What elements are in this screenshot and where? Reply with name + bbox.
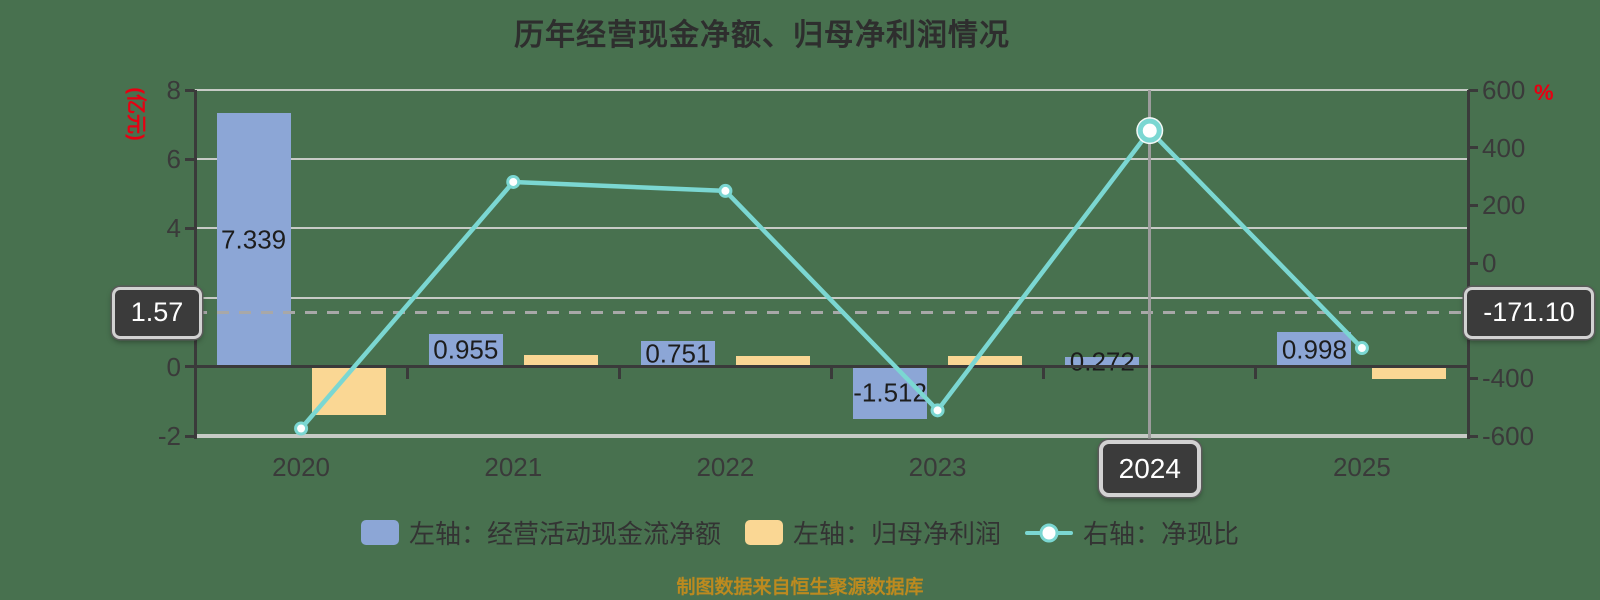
left-axis-line: [193, 90, 197, 439]
x-axis-label-2025: 2025: [1332, 452, 1391, 482]
xaxis-pointer-label: 2024: [1098, 440, 1201, 497]
x-axis-tick: [830, 366, 833, 379]
bar-cashflow-2020[interactable]: [216, 112, 291, 367]
legend-label-net-cash-ratio: 右轴：净现比: [1083, 519, 1240, 549]
left-axis-tick: [185, 88, 194, 92]
right-axis-line: [1466, 90, 1470, 439]
x-axis-label-2021: 2021: [484, 452, 543, 482]
bar-profit-2020[interactable]: [311, 366, 386, 416]
bar-label-2024: 0.272: [1069, 346, 1135, 377]
bar-profit-2025[interactable]: [1372, 366, 1447, 379]
left-axis-tick-label: 6: [166, 144, 181, 175]
x-axis-label-2022: 2022: [696, 452, 755, 482]
data-source-caption: 制图数据来自恒生聚源数据库: [676, 577, 924, 598]
right-axis-tick: [1469, 261, 1478, 265]
legend-item-net-profit[interactable]: 左轴：归母净利润: [744, 514, 1001, 551]
right-axis-unit-label: %: [1534, 80, 1554, 105]
gridline: [195, 158, 1468, 161]
legend-dot-icon: [1039, 523, 1059, 542]
line-point-2025[interactable]: [1354, 341, 1369, 356]
x-axis-label-2020: 2020: [272, 452, 331, 482]
left-axis-tick-label: -2: [157, 421, 181, 451]
right-axis-tick-label: -400: [1482, 363, 1535, 394]
right-axis-tick: [1469, 146, 1478, 150]
legend-label-net-profit: 左轴：归母净利润: [792, 519, 1001, 549]
crosshair-dashed-line: [195, 311, 1468, 314]
gridline: [195, 227, 1468, 230]
left-axis-tick-label: 4: [166, 213, 181, 244]
left-axis-tick: [185, 434, 194, 438]
x-axis-tick: [1042, 366, 1046, 379]
highlight-vertical-line: [1148, 90, 1152, 440]
left-axis-tick: [185, 157, 194, 161]
legend-swatch-blue-bar: [360, 520, 399, 545]
bar-label-2023: -1.512: [853, 377, 927, 408]
left-axis-tick: [185, 226, 194, 230]
crosshair-right-axis-tooltip: -171.10: [1464, 286, 1594, 339]
right-axis-tick-label: -600: [1482, 421, 1535, 451]
gridline: [195, 89, 1468, 91]
right-axis-tick: [1469, 434, 1478, 438]
chart-title: 历年经营现金净额、归母净利润情况: [514, 19, 1010, 52]
line-point-2020[interactable]: [294, 421, 309, 436]
line-point-2022[interactable]: [718, 183, 733, 198]
net-cash-ratio-polyline: [299, 128, 1364, 430]
x-axis-tick: [617, 366, 621, 379]
legend-item-net-cash-ratio[interactable]: 右轴：净现比: [1025, 514, 1239, 551]
gridline: [195, 296, 1468, 299]
right-axis-tick-label: 0: [1482, 248, 1497, 278]
legend-line-marker-icon: [1025, 523, 1073, 542]
x-axis-tick: [1254, 366, 1258, 379]
x-axis-tick: [405, 366, 409, 379]
bar-label-2025: 0.998: [1281, 334, 1347, 364]
line-point-2021[interactable]: [506, 174, 521, 189]
right-axis-tick: [1469, 88, 1478, 92]
right-axis-tick: [1469, 203, 1478, 207]
crosshair-left-axis-tooltip: 1.57: [112, 286, 202, 339]
right-axis-tick-label: 200: [1482, 190, 1526, 221]
left-axis-tick-label: 0: [166, 351, 181, 382]
x-axis-label-2023: 2023: [908, 452, 967, 482]
legend-item-operating-cashflow[interactable]: 左轴：经营活动现金流净额: [360, 514, 721, 551]
legend-swatch-yellow-bar: [744, 520, 783, 545]
legend: 左轴：经营活动现金流净额 左轴：归母净利润 右轴：净现比: [0, 514, 1600, 551]
bar-label-2020: 7.339: [221, 224, 287, 255]
left-axis-tick-label: 8: [166, 75, 181, 105]
bar-label-2021: 0.955: [433, 334, 499, 365]
right-axis-tick-label: 400: [1482, 132, 1526, 163]
left-axis-tick: [185, 365, 194, 369]
legend-label-operating-cashflow: 左轴：经营活动现金流净额: [408, 519, 721, 549]
right-axis-tick: [1469, 376, 1478, 380]
right-axis-tick-label: 600: [1482, 75, 1526, 105]
gridline: [195, 434, 1468, 438]
line-point-2023[interactable]: [930, 403, 945, 418]
